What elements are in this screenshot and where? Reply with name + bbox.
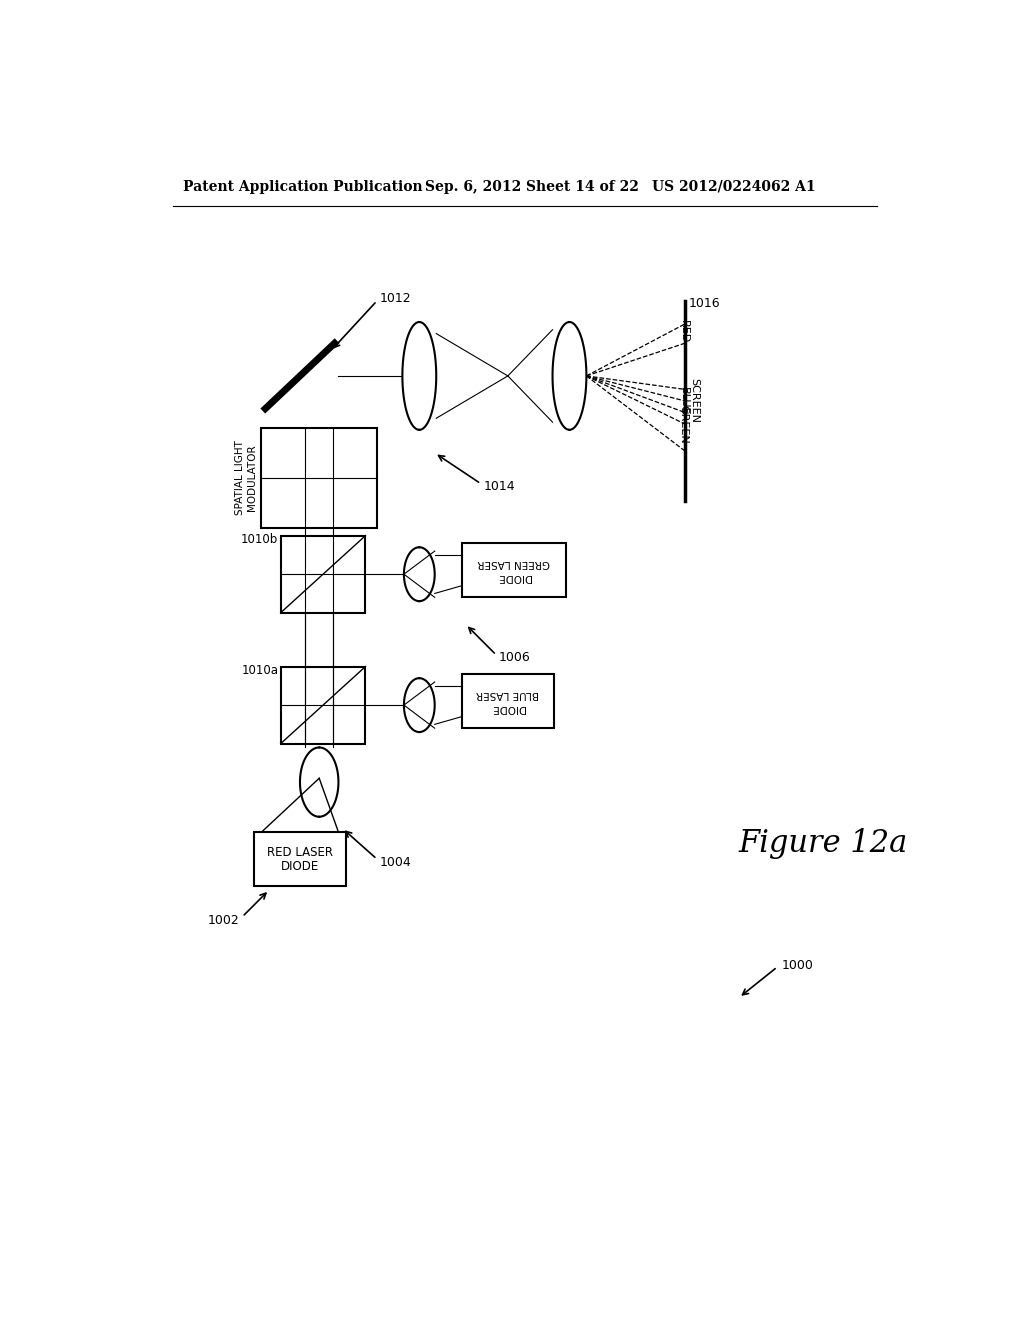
Text: 1010a: 1010a xyxy=(242,664,279,677)
Text: Figure 12a: Figure 12a xyxy=(739,828,908,859)
Text: BLUE LASER: BLUE LASER xyxy=(476,689,540,700)
Text: 1010b: 1010b xyxy=(241,533,279,546)
Text: DIODE: DIODE xyxy=(490,704,524,713)
Text: SPATIAL LIGHT
MODULATOR: SPATIAL LIGHT MODULATOR xyxy=(236,441,257,515)
Text: SCREEN: SCREEN xyxy=(689,379,698,424)
Text: Patent Application Publication: Patent Application Publication xyxy=(183,180,423,194)
Text: 1006: 1006 xyxy=(499,651,530,664)
Text: BLUE: BLUE xyxy=(679,387,689,416)
Text: RED: RED xyxy=(679,319,689,343)
Text: DIODE: DIODE xyxy=(281,859,319,873)
Text: RED LASER: RED LASER xyxy=(267,846,333,859)
Text: GREEN LASER: GREEN LASER xyxy=(477,558,550,569)
Text: DIODE: DIODE xyxy=(497,573,530,582)
Text: GREEN: GREEN xyxy=(679,405,689,444)
Text: 1012: 1012 xyxy=(379,292,411,305)
Text: 1002: 1002 xyxy=(208,915,240,927)
Text: 1004: 1004 xyxy=(379,857,411,870)
Text: Sheet 14 of 22: Sheet 14 of 22 xyxy=(525,180,638,194)
Text: 1000: 1000 xyxy=(781,958,813,972)
Text: 1016: 1016 xyxy=(689,297,721,310)
Text: Sep. 6, 2012: Sep. 6, 2012 xyxy=(425,180,521,194)
Text: 1014: 1014 xyxy=(483,479,515,492)
Text: US 2012/0224062 A1: US 2012/0224062 A1 xyxy=(652,180,815,194)
